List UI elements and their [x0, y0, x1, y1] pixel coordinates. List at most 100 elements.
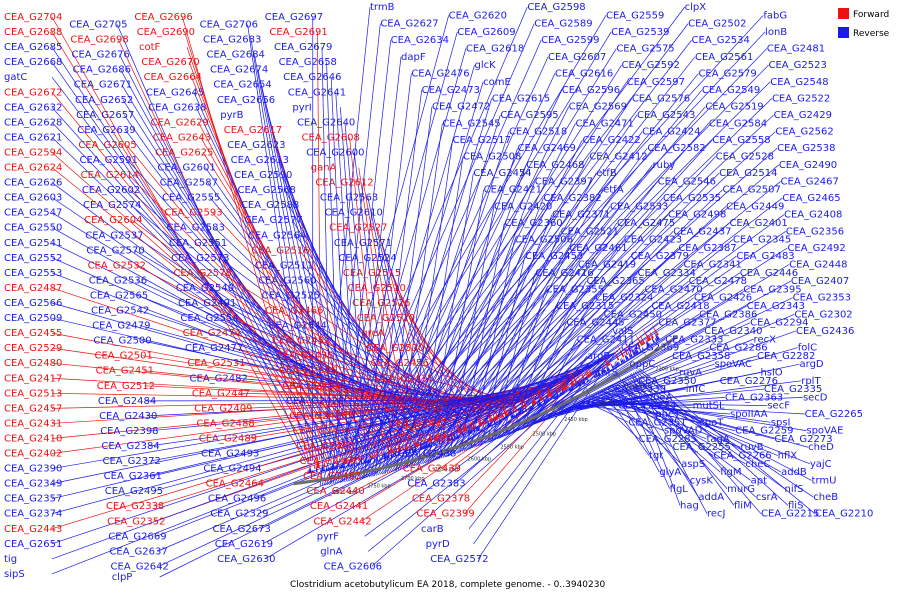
reverse-gene-glyph: [641, 346, 644, 351]
scale-tick: [615, 371, 621, 380]
reverse-gene-glyph: [568, 385, 572, 392]
forward-gene-glyph: [519, 396, 525, 410]
gene-label: cotF: [139, 42, 161, 53]
reverse-gene-glyph: [486, 418, 491, 428]
forward-gene-glyph: [555, 386, 559, 394]
gene-label: CEA_G2541: [4, 238, 62, 249]
forward-gene-glyph: [470, 416, 476, 429]
reverse-gene-glyph: [479, 427, 482, 431]
label-connector: [532, 339, 577, 425]
label-connector: [51, 92, 351, 455]
label-connector: [383, 98, 773, 475]
gene-label: CEA_G2591: [80, 155, 138, 166]
scale-tick: [492, 429, 498, 440]
gene-label: CEA_G2215: [761, 509, 819, 520]
reverse-gene-glyph: [343, 460, 346, 468]
legend-reverse-label: Reverse: [853, 29, 890, 39]
gene-label: etfB: [596, 168, 617, 179]
gene-label: CEA_G2349: [4, 479, 62, 490]
label-connector: [592, 395, 639, 440]
label-connector: [615, 382, 721, 473]
reverse-gene-glyph: [570, 387, 573, 391]
label-connector: [512, 305, 557, 434]
label-connector: [515, 305, 652, 432]
label-connector: [444, 197, 664, 458]
reverse-gene-glyph: [650, 334, 655, 343]
reverse-gene-glyph: [433, 443, 436, 447]
gene-label: CEA_G2498: [668, 210, 726, 221]
gene-label: CEA_G2429: [774, 110, 832, 121]
reverse-gene-glyph: [597, 370, 600, 377]
gene-label: CEA_G2259: [735, 426, 793, 437]
gene-label: CEA_G2426: [694, 293, 752, 304]
reverse-gene-glyph: [593, 373, 596, 379]
gene-label: CEA_G2345: [733, 235, 791, 246]
reverse-gene-glyph: [545, 399, 548, 404]
gene-label: CEA_G2423: [624, 235, 682, 246]
label-connector: [609, 386, 778, 456]
gene-label: CEA_G2576: [632, 93, 690, 104]
gene-label: CEA_G2387: [678, 243, 736, 254]
label-connector: [431, 172, 597, 462]
label-connector: [419, 164, 527, 465]
gene-label: CEA_G2535: [663, 193, 721, 204]
reverse-gene-glyph: [556, 394, 559, 399]
forward-gene-glyph: [513, 401, 518, 412]
forward-gene-glyph: [561, 381, 566, 390]
reverse-gene-glyph: [545, 394, 549, 403]
label-connector: [347, 48, 617, 482]
gene-label: CEA_G2597: [627, 77, 685, 88]
gene-label: CEA_G2485: [380, 388, 438, 399]
gene-label: CEA_G2465: [782, 193, 840, 204]
forward-gene-glyph: [313, 463, 316, 469]
gene-label: CEA_G2511: [255, 260, 313, 271]
gene-label: ruvA: [679, 367, 702, 378]
reverse-gene-glyph: [595, 373, 598, 378]
gene-label: CEA_G2642: [111, 561, 169, 572]
forward-gene-glyph: [371, 452, 374, 459]
label-connector: [475, 247, 679, 448]
forward-gene-glyph: [563, 383, 567, 390]
forward-gene-glyph: [369, 451, 372, 459]
forward-gene-glyph: [536, 386, 544, 401]
gene-label: CEA_G2456: [370, 358, 428, 369]
gene-label: CEA_G2496: [208, 494, 266, 505]
forward-gene-glyph: [451, 429, 454, 437]
forward-gene-glyph: [443, 427, 447, 439]
gene-label: CEA_G2282: [757, 351, 815, 362]
gene-label: CEA_G2598: [527, 2, 585, 13]
gene-label: CEA_G2255: [673, 442, 731, 453]
gene-label: CEA_G2620: [449, 10, 507, 21]
gene-label: CEA_G2478: [689, 276, 747, 287]
gene-feature-track: [307, 324, 660, 474]
gene-label: CEA_G2594: [4, 147, 62, 158]
gene-label: CEA_G2397: [535, 176, 593, 187]
gene-label: CEA_G2686: [73, 65, 131, 76]
gene-label: lonB: [765, 27, 787, 38]
gene-label: CEA_G2563: [320, 193, 378, 204]
gene-label: tagA: [706, 434, 729, 445]
forward-gene-glyph: [436, 426, 441, 441]
label-connector: [51, 381, 562, 469]
label-connector: [326, 62, 340, 457]
gene-label: pyrF: [317, 531, 339, 542]
label-connector: [159, 350, 619, 578]
gene-label: CEA_G2451: [96, 366, 154, 377]
gene-label: CEA_G2450: [604, 309, 662, 320]
gene-label: CEA_G2421: [484, 185, 542, 196]
label-connector: [387, 114, 501, 474]
gene-label: CEA_G2339: [608, 384, 666, 395]
gene-label: apt: [751, 475, 767, 486]
gene-label: etfA: [603, 185, 624, 196]
gene-label: CEA_G2463: [303, 471, 361, 482]
gene-label: CEA_G2530: [366, 343, 424, 354]
gene-label: CEA_G2441: [310, 501, 368, 512]
gene-label: CEA_G2523: [769, 60, 827, 71]
gene-label: CEA_G2363: [725, 392, 783, 403]
reverse-gene-glyph: [490, 422, 493, 427]
gene-label: CEA_G2676: [71, 50, 129, 61]
gene-label: CEA_G2454: [473, 168, 531, 179]
gene-label: CEA_G2273: [774, 434, 832, 445]
reverse-gene-glyph: [350, 461, 353, 467]
label-connector: [616, 381, 751, 481]
